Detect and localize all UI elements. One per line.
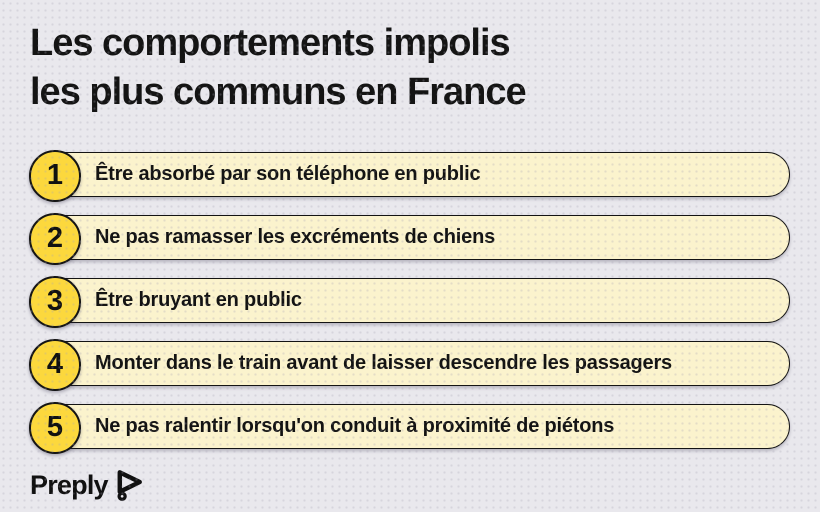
item-label: Être bruyant en public — [95, 289, 302, 311]
page-title-line2: les plus communs en France — [30, 71, 527, 113]
item-number-badge: 5 — [29, 401, 81, 454]
list-item: 1 Être absorbé par son téléphone en publ… — [29, 149, 790, 202]
page-title: Les comportements impolis les plus commu… — [30, 19, 790, 117]
list-item: 5 Ne pas ralentir lorsqu'on conduit à pr… — [29, 401, 790, 454]
item-label: Monter dans le train avant de laisser de… — [95, 352, 672, 374]
behavior-list: 1 Être absorbé par son téléphone en publ… — [29, 149, 790, 454]
item-number-badge: 1 — [29, 149, 81, 202]
item-label: Ne pas ramasser les excréments de chiens — [95, 226, 496, 248]
item-number-badge: 3 — [29, 275, 81, 328]
preply-speech-bubble-icon — [113, 465, 146, 507]
item-label: Ne pas ralentir lorsqu'on conduit à prox… — [95, 415, 615, 437]
list-item: 3 Être bruyant en public — [29, 275, 790, 328]
page-title-line1: Les comportements impolis — [30, 22, 511, 64]
item-label: Être absorbé par son téléphone en public — [95, 163, 481, 185]
list-item: 2 Ne pas ramasser les excréments de chie… — [29, 212, 790, 265]
list-item: 4 Monter dans le train avant de laisser … — [29, 338, 790, 391]
brand-logo: Preply — [30, 463, 790, 507]
brand-wordmark: Preply — [30, 469, 109, 500]
item-number-badge: 2 — [29, 212, 81, 265]
item-number-badge: 4 — [29, 338, 81, 391]
